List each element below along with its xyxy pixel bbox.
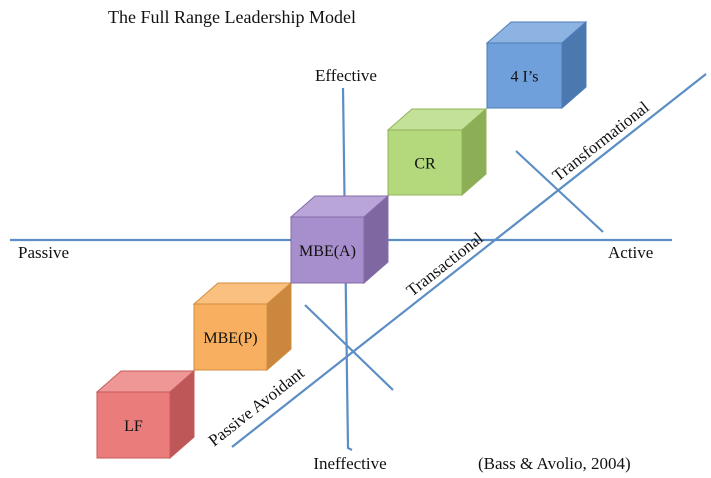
cube-mbe-a: MBE(A) — [289, 194, 390, 285]
diagonal-axis — [231, 73, 707, 448]
upper-divider-line — [515, 150, 604, 233]
cube-mbe-p: MBE(P) — [192, 281, 293, 372]
label-transformational: Transformational — [549, 97, 653, 185]
axis-label-active: Active — [608, 243, 653, 262]
axis-label-effective: Effective — [315, 66, 377, 85]
cube-label: LF — [124, 418, 143, 435]
cube-label: MBE(A) — [299, 243, 356, 260]
cube-label: CR — [414, 156, 436, 173]
cube-front-face — [387, 129, 463, 196]
cube-front-face — [193, 303, 268, 371]
label-passive-avoidant: Passive Avoidant — [205, 363, 308, 450]
cube-front-face — [290, 216, 365, 284]
citation: (Bass & Avolio, 2004) — [478, 454, 631, 473]
axis-label-passive: Passive — [18, 243, 69, 262]
diagram-title: The Full Range Leadership Model — [108, 7, 356, 27]
cube-cr: CR — [386, 107, 488, 197]
cube-front-face — [96, 391, 171, 459]
cube-4-i-s: 4 I’s — [485, 20, 588, 110]
cube-lf: LF — [95, 369, 196, 460]
axis-label-ineffective: Ineffective — [313, 454, 386, 473]
cube-label: MBE(P) — [203, 330, 257, 347]
cube-label: 4 I’s — [511, 69, 539, 86]
lower-divider-line — [304, 304, 394, 391]
cube-front-face — [486, 42, 563, 109]
